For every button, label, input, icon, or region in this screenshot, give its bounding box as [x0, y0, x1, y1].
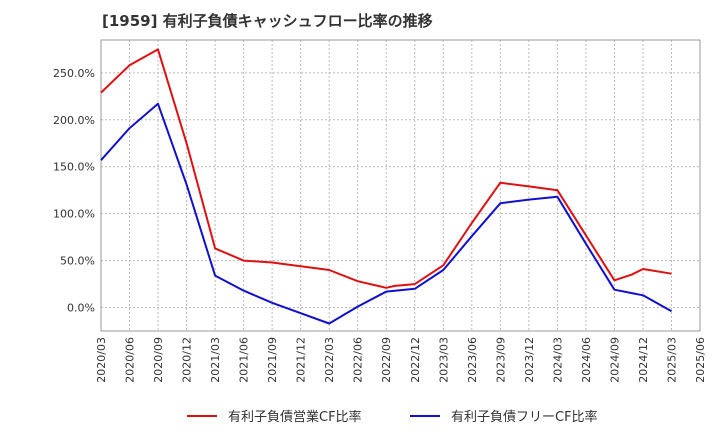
series-line-2 [100, 102, 672, 325]
y-tick-label: 250.0% [53, 67, 95, 80]
x-tick-label: 2025/03 [665, 337, 678, 383]
x-tick-label: 2023/03 [437, 337, 450, 383]
series-layer [100, 48, 672, 325]
legend-label-1: 有利子負債営業CF比率 [228, 409, 362, 425]
x-tick-label: 2022/03 [323, 337, 336, 383]
x-tick-label: 2024/12 [637, 337, 650, 383]
plot-frame [100, 39, 701, 332]
legend: 有利子負債営業CF比率 有利子負債フリーCF比率 [187, 409, 598, 425]
x-tick-label: 2025/06 [694, 337, 707, 383]
x-tick-label: 2021/09 [266, 337, 279, 383]
x-tick-label: 2020/09 [152, 337, 165, 383]
y-tick-label: 150.0% [53, 161, 95, 174]
grid-layer [101, 40, 700, 331]
x-tick-label: 2022/12 [409, 337, 422, 383]
x-tick-label: 2022/09 [380, 337, 393, 383]
x-tick-label: 2020/12 [181, 337, 194, 383]
x-tick-label: 2024/03 [551, 337, 564, 383]
x-axis-ticks: 2020/03 2020/06 2020/09 2020/12 2021/03 2021/… [95, 337, 707, 383]
x-tick-label: 2023/09 [494, 337, 507, 383]
x-tick-label: 2021/12 [295, 337, 308, 383]
y-tick-label: 0.0% [67, 302, 95, 315]
x-tick-label: 2020/03 [95, 337, 108, 383]
x-tick-label: 2021/06 [238, 337, 251, 383]
x-tick-label: 2021/03 [209, 337, 222, 383]
chart-title: [1959] 有利子負債キャッシュフロー比率の推移 [102, 12, 433, 30]
x-tick-label: 2020/06 [124, 337, 137, 383]
x-tick-label: 2023/06 [466, 337, 479, 383]
series-line-1 [100, 48, 672, 289]
x-tick-label: 2023/12 [523, 337, 536, 383]
x-tick-label: 2024/09 [608, 337, 621, 383]
x-tick-label: 2022/06 [352, 337, 365, 383]
y-tick-label: 200.0% [53, 114, 95, 127]
y-axis-ticks: 0.0% 50.0% 100.0% 150.0% 200.0% 250.0% [53, 67, 95, 315]
x-tick-label: 2024/06 [580, 337, 593, 383]
y-tick-label: 50.0% [60, 255, 95, 268]
y-tick-label: 100.0% [53, 208, 95, 221]
legend-label-2: 有利子負債フリーCF比率 [451, 409, 598, 425]
